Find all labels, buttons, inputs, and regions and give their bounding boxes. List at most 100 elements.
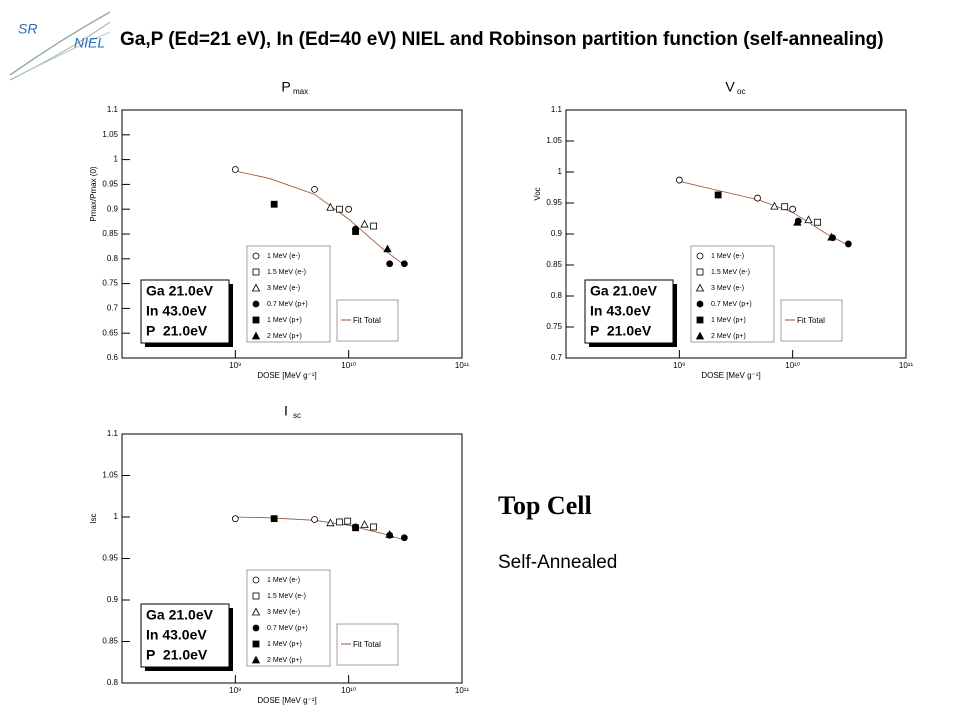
x-tick-label: 10¹⁰ xyxy=(341,686,356,695)
marker xyxy=(251,607,261,616)
y-tick-label: 1 xyxy=(114,155,119,164)
marker xyxy=(789,205,797,213)
chart-title: P xyxy=(281,79,290,95)
y-tick-label: 1.1 xyxy=(107,429,119,438)
y-tick-label: 0.6 xyxy=(107,353,119,362)
marker xyxy=(231,515,239,523)
legend-label: 2 MeV (p+) xyxy=(267,657,302,664)
fit-legend-box xyxy=(336,623,399,666)
marker xyxy=(696,268,704,276)
marker xyxy=(252,316,260,324)
legend-box xyxy=(246,245,331,343)
annotation-text: P 21.0eV xyxy=(146,647,208,663)
y-axis-label: Pmax/Pmax (0) xyxy=(89,166,98,221)
chart-title: V xyxy=(725,79,735,95)
annotation-text: In 43.0eV xyxy=(590,303,651,319)
y-tick-label: 1.1 xyxy=(551,105,563,114)
y-tick-label: 1 xyxy=(114,512,119,521)
marker xyxy=(252,268,260,276)
annotation-text: Ga 21.0eV xyxy=(146,283,214,299)
y-tick-label: 1.05 xyxy=(102,130,118,139)
marker xyxy=(781,203,789,211)
annotation-box xyxy=(140,603,230,668)
x-tick-label: 10¹¹ xyxy=(455,361,470,370)
legend-label: 0.7 MeV (p+) xyxy=(267,301,308,308)
x-tick-label: 10⁹ xyxy=(673,361,685,370)
marker xyxy=(360,520,369,528)
legend-label: 1 MeV (e-) xyxy=(267,577,300,584)
marker xyxy=(804,215,813,224)
marker xyxy=(252,576,260,584)
x-axis-label: DOSE [MeV g⁻¹] xyxy=(257,371,316,380)
marker xyxy=(675,176,683,184)
chart-title: I xyxy=(284,403,288,419)
y-tick-label: 0.7 xyxy=(551,353,563,362)
x-tick-label: 10¹⁰ xyxy=(341,361,356,370)
y-tick-label: 0.8 xyxy=(107,254,119,263)
y-tick-label: 0.8 xyxy=(551,291,563,300)
marker xyxy=(400,260,408,268)
marker xyxy=(696,316,704,324)
marker xyxy=(270,200,278,208)
legend-label: 1 MeV (e-) xyxy=(711,253,744,260)
marker xyxy=(352,228,359,235)
chart-title-sub: oc xyxy=(737,87,745,96)
legend-label: 0.7 MeV (p+) xyxy=(711,301,752,308)
fit-line xyxy=(235,516,403,540)
marker xyxy=(754,194,761,202)
marker xyxy=(352,524,359,532)
x-axis-label: DOSE [MeV g⁻¹] xyxy=(701,371,760,380)
chart-title-sub: max xyxy=(293,87,308,96)
marker xyxy=(311,185,318,193)
marker xyxy=(251,655,261,664)
x-tick-label: 10¹¹ xyxy=(455,686,470,695)
y-tick-label: 0.7 xyxy=(107,304,119,313)
annotation-text: Ga 21.0eV xyxy=(146,607,214,623)
marker xyxy=(336,205,343,213)
side-heading: Top Cell xyxy=(498,491,592,520)
marker xyxy=(696,252,704,260)
marker xyxy=(251,283,261,292)
x-tick-label: 10⁹ xyxy=(229,686,241,695)
annotation-box xyxy=(140,279,230,344)
marker xyxy=(386,260,394,268)
marker xyxy=(326,518,335,527)
legend-label: 1 MeV (p+) xyxy=(267,641,302,648)
marker xyxy=(252,640,260,648)
marker xyxy=(231,166,239,173)
marker xyxy=(714,191,722,199)
legend-box xyxy=(690,245,775,343)
legend-label: 1 MeV (p+) xyxy=(711,317,746,324)
y-tick-label: 0.9 xyxy=(107,595,119,604)
marker xyxy=(370,222,378,230)
marker xyxy=(326,202,335,211)
fit-legend-label: Fit Total xyxy=(797,316,825,325)
slide-title: Ga,P (Ed=21 eV), In (Ed=40 eV) NIEL and … xyxy=(120,29,884,50)
y-tick-label: 0.85 xyxy=(102,637,118,646)
y-axis-label: Voc xyxy=(533,187,542,200)
marker xyxy=(252,300,260,308)
marker xyxy=(344,517,352,525)
annotation-text: In 43.0eV xyxy=(146,627,207,643)
x-axis-label: DOSE [MeV g⁻¹] xyxy=(257,696,316,705)
annotation-text: P 21.0eV xyxy=(590,323,652,339)
legend-label: 1 MeV (e-) xyxy=(267,253,300,260)
y-tick-label: 0.8 xyxy=(107,678,119,687)
marker xyxy=(827,232,836,241)
annotation-text: Ga 21.0eV xyxy=(590,283,658,299)
y-tick-label: 1.1 xyxy=(107,105,119,114)
marker xyxy=(270,515,278,523)
marker xyxy=(360,219,369,228)
side-subheading: Self-Annealed xyxy=(498,552,617,573)
marker xyxy=(814,218,822,226)
legend-label: 2 MeV (p+) xyxy=(711,333,746,340)
legend-label: 0.7 MeV (p+) xyxy=(267,625,308,632)
legend-label: 1.5 MeV (e-) xyxy=(267,593,306,600)
marker xyxy=(252,252,260,260)
y-tick-label: 0.85 xyxy=(102,229,118,238)
legend-label: 1.5 MeV (e-) xyxy=(711,269,750,276)
marker xyxy=(345,205,353,213)
fit-legend-label: Fit Total xyxy=(353,316,381,325)
